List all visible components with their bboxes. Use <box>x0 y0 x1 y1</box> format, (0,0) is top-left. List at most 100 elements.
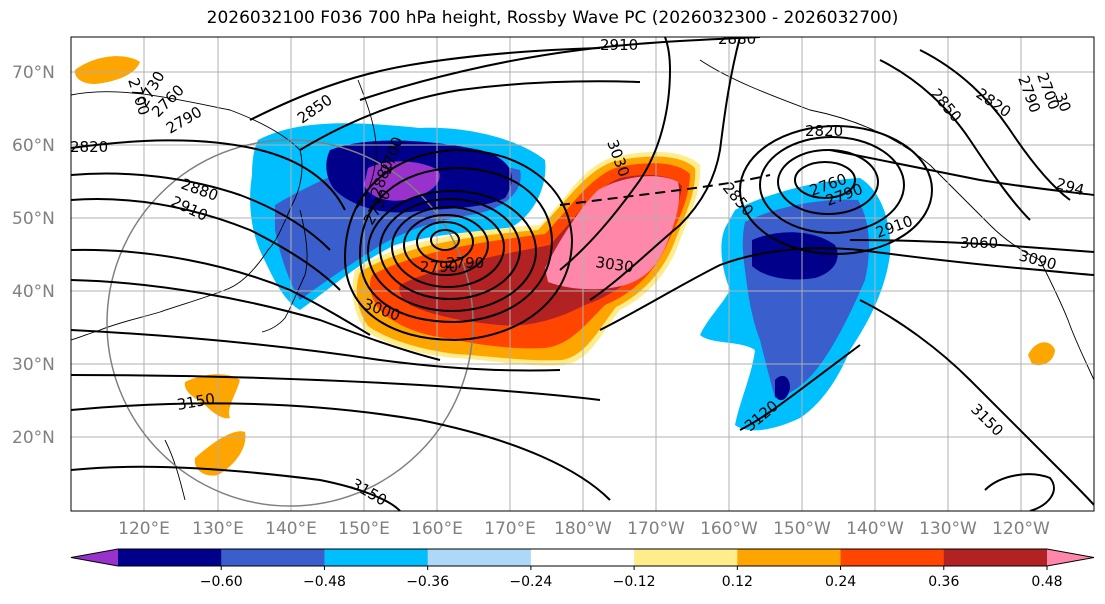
low-contour-6 <box>367 190 537 312</box>
negative-anomaly-east-fragment <box>775 375 790 401</box>
ridge-contour-3030 <box>559 37 672 271</box>
colorbar: −0.60 −0.48 −0.36 −0.24 −0.12 0.12 0.24 0.36 0.4… <box>70 548 1095 590</box>
map-frame <box>70 36 1095 512</box>
colorbar-max-extend <box>1047 549 1094 566</box>
colorbar-swatch <box>427 549 532 566</box>
negative-anomaly-east-core <box>752 232 838 280</box>
gulf-low-contour-4 <box>739 125 933 255</box>
coastlines <box>71 59 1094 501</box>
low-contour-3 <box>403 214 489 276</box>
positive-anomaly-arctic-patch <box>74 56 140 84</box>
japan-coastline <box>261 209 308 333</box>
contour-se-closed <box>984 473 1055 511</box>
low-contour-7 <box>358 166 554 324</box>
positive-anomaly-pink <box>545 176 680 290</box>
colorbar-tick-label: −0.36 <box>406 574 449 590</box>
colorbar-min-extend <box>71 549 118 566</box>
contour-label: 2910 <box>600 36 638 54</box>
contour-label: 2790 <box>420 258 458 276</box>
longitude-label: 170°W <box>627 519 685 539</box>
contour-west-2910 <box>71 198 341 291</box>
longitude-label: 150°W <box>773 519 831 539</box>
contour-label: 2820 <box>70 138 108 156</box>
height-contours <box>71 37 1094 511</box>
colorbar-swatch <box>737 549 842 566</box>
trough-dashed-line <box>559 174 771 206</box>
gulf-low-contour-3 <box>759 136 905 234</box>
colorbar-tick-label: −0.60 <box>200 574 243 590</box>
colorbar-swatches <box>70 548 1095 567</box>
colorbar-outline <box>70 548 1095 567</box>
latitude-labels: 70°N 60°N 50°N 40°N 30°N 20°N <box>12 63 55 448</box>
longitude-label: 180°W <box>554 519 612 539</box>
colorbar-ticks: −0.60 −0.48 −0.36 −0.24 −0.12 0.12 0.24 0.36 0.4… <box>200 566 1063 590</box>
contour-ne-2940 <box>829 149 1094 196</box>
colorbar-tick-label: −0.12 <box>613 574 656 590</box>
low-contour-5 <box>379 198 521 300</box>
colorbar-swatch <box>118 549 222 566</box>
colorbar-tick-label: 0.48 <box>1031 574 1062 590</box>
contour-ne-2850 <box>879 59 1031 221</box>
latitude-label: 30°N <box>12 355 55 375</box>
contour-north-2910 <box>359 37 761 101</box>
colorbar-tick-label: 0.12 <box>722 574 753 590</box>
contour-se-3150 <box>859 299 1094 506</box>
contour-se-3120 <box>739 344 861 431</box>
asia-coastline <box>71 91 303 341</box>
low-contour-1 <box>430 229 460 251</box>
anomaly-shading <box>74 56 1055 476</box>
contour-label: 3030 <box>594 253 634 276</box>
longitude-label: 170°E <box>484 519 536 539</box>
positive-anomaly-south-patch <box>194 431 246 476</box>
longitude-label: 150°E <box>338 519 390 539</box>
colorbar-tick-label: −0.24 <box>509 574 552 590</box>
latitude-label: 50°N <box>12 209 55 229</box>
ridge-contour-3060 <box>589 37 741 301</box>
colorbar-swatch <box>943 549 1048 566</box>
longitude-label: 140°E <box>265 519 317 539</box>
colorbar-tick-label: −0.48 <box>303 574 346 590</box>
gulf-low-contour-1 <box>794 161 856 199</box>
contour-north-2880 <box>299 80 641 151</box>
longitude-label: 140°W <box>846 519 904 539</box>
contour-west-3000 <box>71 279 441 361</box>
contour-west-3060 <box>71 329 561 372</box>
positive-anomaly-mexico-patch <box>1028 342 1055 366</box>
colorbar-swatch <box>324 549 429 566</box>
map-title: 2026032100 F036 700 hPa height, Rossby W… <box>206 8 899 28</box>
contour-ne-2820 <box>919 49 1071 201</box>
contour-west-2880 <box>71 172 331 251</box>
colorbar-swatch <box>221 549 325 566</box>
longitude-label: 160°E <box>411 519 463 539</box>
colorbar-swatch <box>840 549 945 566</box>
longitude-labels: 120°E 130°E 140°E 150°E 160°E 170°E 180°… <box>118 519 1050 539</box>
low-contour-8 <box>343 148 574 342</box>
latitude-label: 70°N <box>12 63 55 83</box>
contour-west-3120 <box>71 374 601 401</box>
contour-west-3150 <box>71 402 611 501</box>
latitude-label: 20°N <box>12 428 55 448</box>
colorbar-tick-label: 0.24 <box>825 574 856 590</box>
low-contour-2 <box>416 221 474 263</box>
contour-west-2970 <box>71 248 371 336</box>
philippines-coastline <box>164 439 186 501</box>
contour-west-2820 <box>71 139 346 211</box>
contour-label: 2880 <box>718 30 756 48</box>
longitude-label: 130°W <box>919 519 977 539</box>
contour-ne-3060 <box>849 239 1094 253</box>
colorbar-swatch <box>530 549 635 566</box>
contour-north-2850 <box>249 47 601 121</box>
longitude-label: 120°E <box>118 519 170 539</box>
positive-anomaly-subtropics-patch <box>184 374 240 419</box>
region-circle <box>106 139 474 507</box>
contour-label: 2790 <box>446 254 484 272</box>
colorbar-swatch <box>634 549 738 566</box>
contour-south-3150 <box>71 465 401 511</box>
low-contour-4 <box>391 206 505 288</box>
latitude-label: 60°N <box>12 136 55 156</box>
colorbar-tick-label: 0.36 <box>928 574 959 590</box>
ridge-contour-3090 <box>599 247 1094 331</box>
longitude-label: 160°W <box>700 519 758 539</box>
contour-label: 3060 <box>960 234 998 252</box>
contour-label: 2820 <box>805 122 843 140</box>
